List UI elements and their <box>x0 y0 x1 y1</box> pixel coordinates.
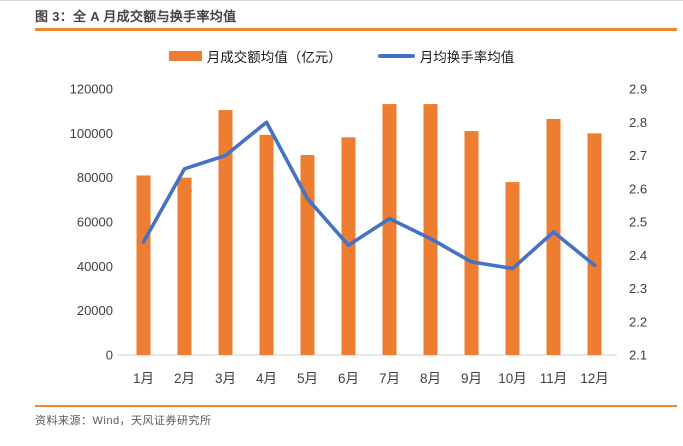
legend-item-turnover-rate: 月均换手率均值 <box>377 46 515 66</box>
left-axis-tick-label: 0 <box>106 348 113 363</box>
left-axis-tick-label: 120000 <box>70 82 113 97</box>
right-axis-tick-label: 2.9 <box>629 82 647 97</box>
left-axis-tick-label: 60000 <box>77 215 113 230</box>
source-note: 资料来源：Wind，天风证券研究所 <box>35 415 212 427</box>
legend-line-label: 月均换手率均值 <box>419 50 515 65</box>
bar-month-turnover-value <box>382 104 397 355</box>
line-monthly-turnover-rate <box>141 120 597 271</box>
figure-title: 图 3：全 A 月成交额与换手率均值 <box>35 9 237 24</box>
x-axis-month-label: 12月 <box>580 371 609 386</box>
x-axis-month-label: 5月 <box>297 371 318 386</box>
bar-month-turnover-value <box>464 131 479 355</box>
x-axis-month-label: 11月 <box>540 371 568 386</box>
x-axis-month-label: 7月 <box>379 371 400 386</box>
left-axis-tick-label: 100000 <box>70 126 113 141</box>
top-divider <box>0 0 683 1</box>
right-axis-tick-label: 2.3 <box>629 281 647 296</box>
bar-month-turnover-value <box>259 134 274 355</box>
chart-legend: 月成交额均值（亿元） 月均换手率均值 <box>0 46 683 66</box>
x-axis-month-label: 4月 <box>256 371 277 386</box>
bar-month-turnover-value <box>423 104 438 355</box>
left-axis-tick-label: 80000 <box>77 170 113 185</box>
x-axis-month-label: 10月 <box>498 371 527 386</box>
left-axis-tick-label: 40000 <box>77 259 113 274</box>
bar-month-turnover-value <box>546 118 561 355</box>
bar-swatch-icon <box>168 51 202 61</box>
line-swatch-icon <box>377 54 415 58</box>
bar-month-turnover-value <box>136 175 151 355</box>
chart-svg: 0 20000 40000 60000 80000 100000 120000 2.1 2.2 2… <box>70 82 647 387</box>
legend-item-turnover-value: 月成交额均值（亿元） <box>168 46 342 66</box>
right-axis-tick-label: 2.2 <box>629 314 647 329</box>
bar-month-turnover-value <box>300 155 315 355</box>
bar-month-turnover-value <box>587 133 602 355</box>
right-axis-tick-label: 2.1 <box>629 348 647 363</box>
bar-month-turnover-value <box>177 177 192 355</box>
footer-rule <box>35 405 677 407</box>
x-axis-month-label: 8月 <box>420 371 441 386</box>
right-axis-tick-label: 2.6 <box>629 181 647 196</box>
x-axis-month-label: 1月 <box>133 371 154 386</box>
right-axis-tick-label: 2.5 <box>629 215 647 230</box>
legend-bar-label: 月成交额均值（亿元） <box>206 50 342 65</box>
right-axis-tick-label: 2.8 <box>629 115 647 130</box>
bar-month-turnover-value <box>218 110 233 355</box>
x-axis-month-label: 2月 <box>174 371 195 386</box>
x-axis-month-label: 6月 <box>338 371 359 386</box>
left-axis-tick-label: 20000 <box>77 303 113 318</box>
title-rule <box>35 28 677 31</box>
x-axis-month-label: 9月 <box>461 371 482 386</box>
right-axis-tick-label: 2.4 <box>629 248 647 263</box>
x-axis-month-label: 3月 <box>215 371 236 386</box>
right-axis-tick-label: 2.7 <box>629 148 647 163</box>
